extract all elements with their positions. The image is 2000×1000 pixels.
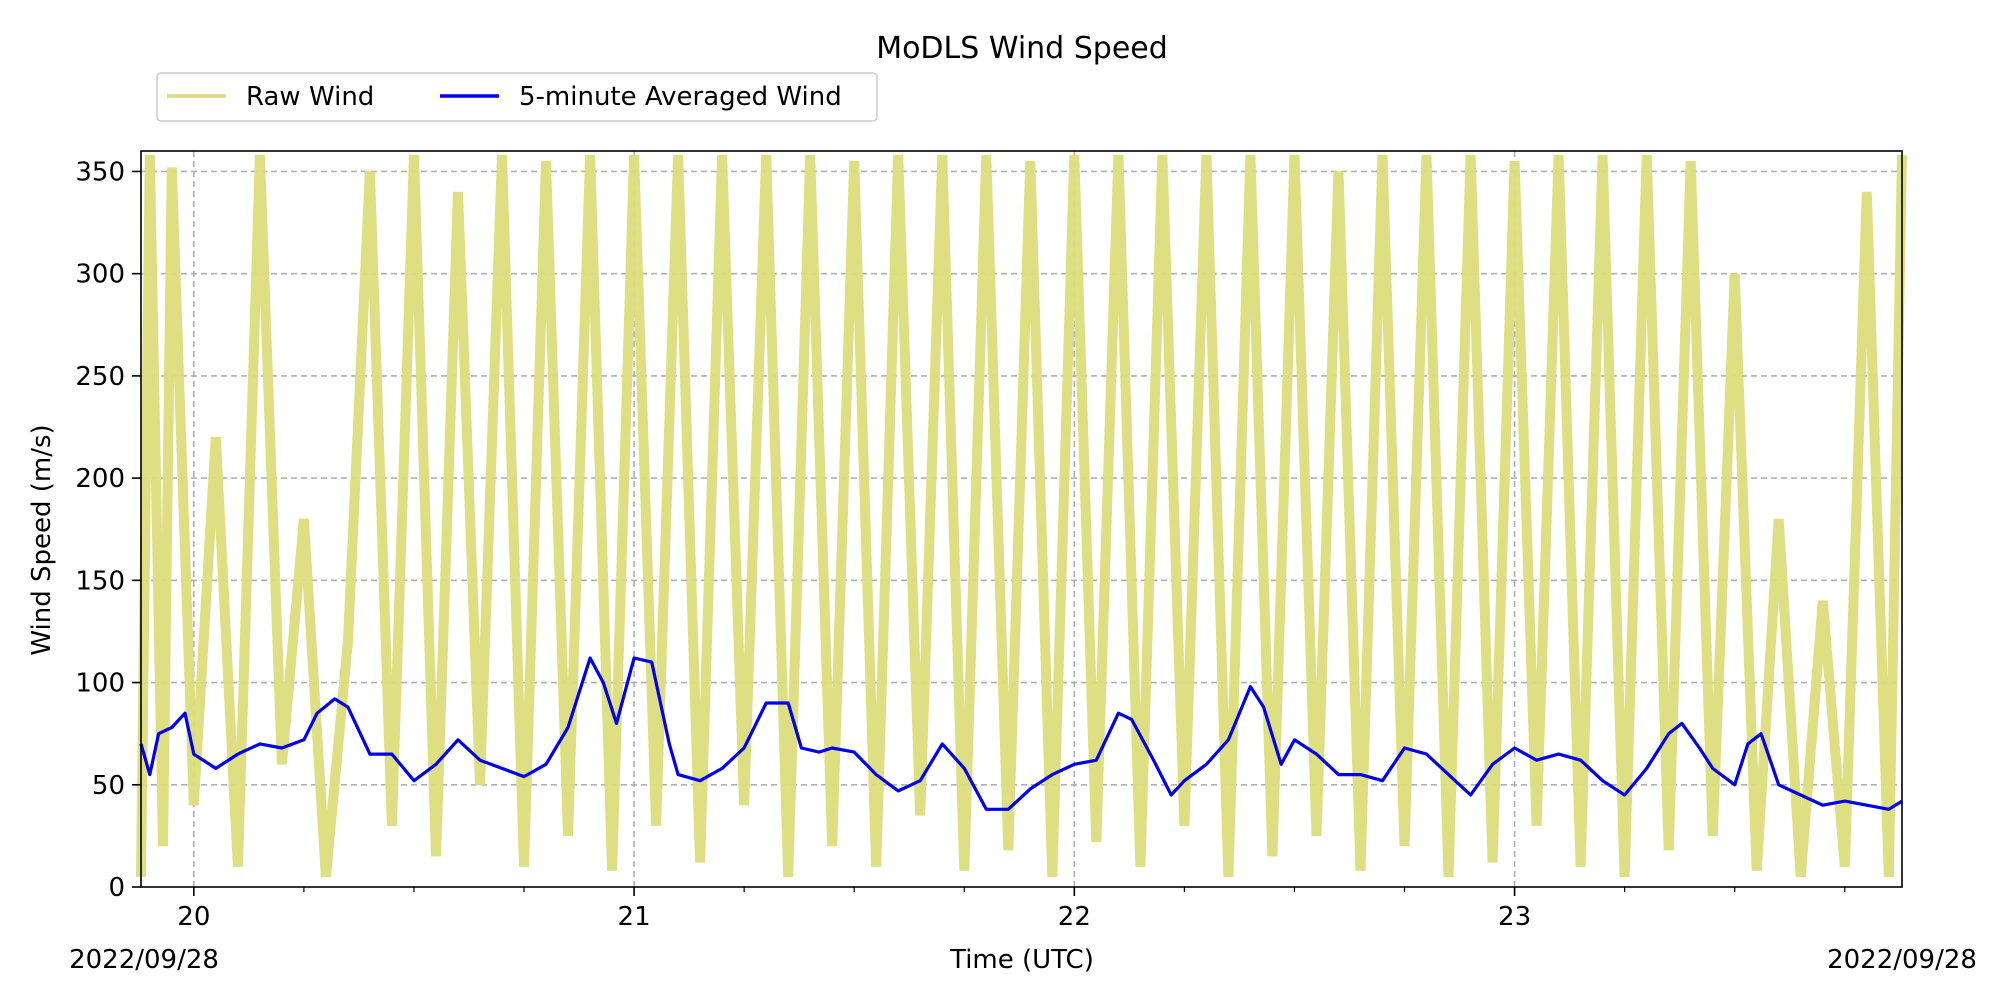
- y-tick-label: 250: [75, 362, 125, 392]
- chart-title: MoDLS Wind Speed: [876, 31, 1168, 66]
- series-raw-wind: [136, 154, 1907, 878]
- legend: Raw Wind 5-minute Averaged Wind: [156, 72, 878, 122]
- series-line-averaged-wind: [139, 656, 1903, 811]
- y-tick-label: 200: [75, 464, 125, 494]
- legend-frame: [156, 72, 878, 122]
- x-tick-label: 22: [1058, 902, 1091, 932]
- y-tick-label: 50: [92, 771, 125, 801]
- x-tick-label: 21: [618, 902, 651, 932]
- x-tick-label: 20: [177, 902, 210, 932]
- x-corner-label-right: 2022/09/28: [1827, 945, 1977, 975]
- y-tick-label: 300: [75, 260, 125, 290]
- x-tick-label: 23: [1498, 902, 1531, 932]
- legend-label-averaged-wind: 5-minute Averaged Wind: [519, 82, 842, 112]
- y-axis: 0 50 100 150 200 250 300 350: [75, 157, 141, 903]
- y-tick-label: 350: [75, 157, 125, 187]
- y-tick-label: 150: [75, 566, 125, 596]
- x-corner-label-left: 2022/09/28: [69, 945, 219, 975]
- legend-label-raw-wind: Raw Wind: [246, 82, 374, 112]
- series-line-raw-wind: [136, 154, 1907, 878]
- y-axis-label: Wind Speed (m/s): [27, 424, 57, 655]
- y-tick-label: 100: [75, 669, 125, 699]
- plot-frame: [140, 150, 1903, 888]
- x-axis: 20 21 22 23: [177, 887, 1846, 932]
- x-axis-label: Time (UTC): [949, 945, 1094, 975]
- y-tick-label: 0: [108, 873, 125, 903]
- series-averaged-wind: [139, 656, 1903, 811]
